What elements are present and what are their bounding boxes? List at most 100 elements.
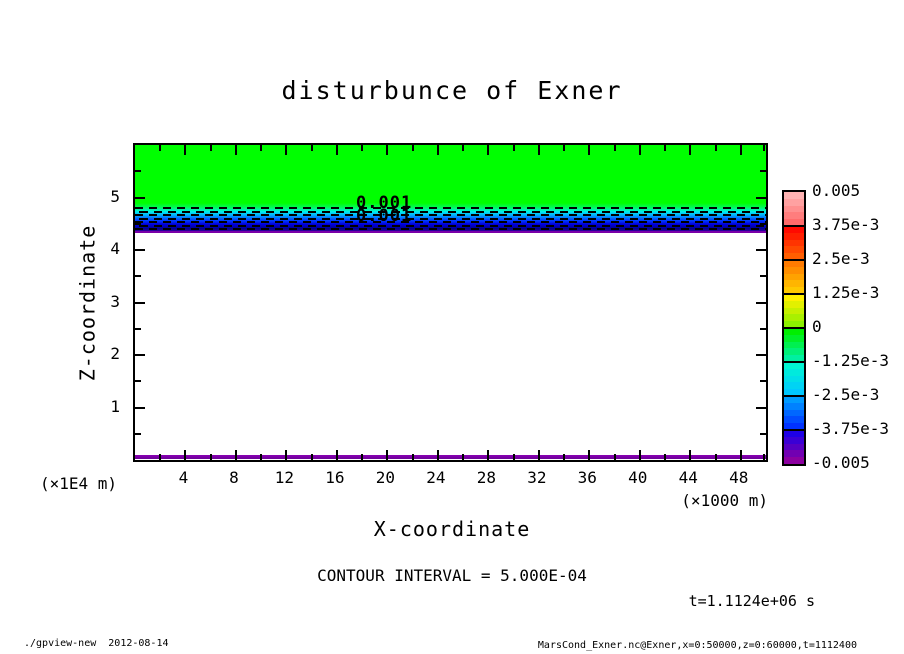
- tick-mark: [614, 454, 616, 460]
- x-tick-label: 8: [229, 468, 239, 487]
- plot-field: 0.001 0.001: [135, 145, 766, 460]
- colorbar-label: 2.5e-3: [812, 249, 870, 268]
- tick-mark: [715, 145, 717, 151]
- tick-mark: [664, 145, 666, 151]
- colorbar-substripe: [784, 232, 804, 240]
- tick-mark: [184, 450, 186, 460]
- colorbar-substripe: [784, 198, 804, 206]
- tick-mark: [563, 145, 565, 151]
- y-tick-label: 4: [110, 239, 120, 258]
- tick-mark: [538, 145, 540, 155]
- tick-mark: [715, 454, 717, 460]
- colorbar: [782, 190, 806, 466]
- tick-mark: [135, 302, 145, 304]
- colorbar-substripe: [784, 280, 804, 288]
- colorbar-substripe: [784, 375, 804, 383]
- y-tick-label: 1: [110, 396, 120, 416]
- colorbar-substripe: [784, 253, 804, 260]
- dashed-contour-line: [135, 210, 766, 213]
- tick-mark: [763, 145, 765, 151]
- tick-mark: [462, 145, 464, 151]
- tick-mark: [538, 450, 540, 460]
- colorbar-cell: [784, 396, 804, 430]
- x-tick-label: 16: [325, 468, 345, 487]
- tick-mark: [311, 454, 313, 460]
- tick-mark: [210, 145, 212, 151]
- tick-mark: [487, 145, 489, 155]
- colorbar-substripe: [784, 273, 804, 281]
- colorbar-substripe: [784, 321, 804, 328]
- colorbar-substripe: [784, 368, 804, 376]
- colorbar-substripe: [784, 430, 804, 437]
- colorbar-label: 0: [812, 317, 822, 336]
- colorbar-cell: [784, 328, 804, 362]
- tick-mark: [756, 407, 766, 409]
- tick-mark: [588, 450, 590, 460]
- colorbar-substripe: [784, 226, 804, 233]
- y-tick-label: 5: [110, 186, 120, 206]
- tick-mark: [756, 354, 766, 356]
- dashed-contour-line: [135, 217, 766, 220]
- tick-mark: [740, 450, 742, 460]
- x-tick-label: 24: [426, 468, 446, 487]
- dashed-contour-line: [135, 207, 766, 209]
- tick-mark: [159, 454, 161, 460]
- chart-title: disturbunce of Exner: [281, 76, 623, 105]
- tick-mark: [260, 145, 262, 151]
- tick-mark: [756, 249, 766, 251]
- field-purple-contour-line: [135, 231, 766, 233]
- tick-mark: [386, 450, 388, 460]
- colorbar-substripe: [784, 212, 804, 220]
- colorbar-substripe: [784, 314, 804, 322]
- tick-mark: [487, 450, 489, 460]
- tick-mark: [311, 145, 313, 151]
- colorbar-cell-border: [784, 259, 804, 261]
- colorbar-label: 3.75e-3: [812, 215, 880, 234]
- y-axis-unit: (×1E4 m): [40, 474, 118, 493]
- field-surface-purple-band: [135, 455, 766, 459]
- x-tick-label: 28: [476, 468, 496, 487]
- colorbar-substripe: [784, 294, 804, 301]
- colorbar-substripe: [784, 436, 804, 444]
- tick-mark: [760, 328, 766, 330]
- colorbar-label: 0.005: [812, 181, 861, 200]
- tick-mark: [386, 145, 388, 155]
- contour-label: 0.001: [356, 206, 413, 226]
- tick-mark: [210, 454, 212, 460]
- tick-mark: [285, 145, 287, 155]
- tick-mark: [639, 145, 641, 155]
- x-tick-label: 48: [729, 468, 749, 487]
- colorbar-cell-border: [784, 429, 804, 431]
- tick-mark: [513, 454, 515, 460]
- colorbar-substripe: [784, 355, 804, 362]
- y-tick-label: 2: [110, 344, 120, 363]
- colorbar-substripe: [784, 239, 804, 247]
- colorbar-substripe: [784, 450, 804, 458]
- tick-mark: [639, 450, 641, 460]
- x-tick-label: 4: [178, 468, 189, 487]
- colorbar-substripe: [784, 389, 804, 396]
- colorbar-substripe: [784, 362, 804, 369]
- tick-mark: [689, 145, 691, 155]
- colorbar-cell: [784, 362, 804, 396]
- tick-mark: [756, 302, 766, 304]
- colorbar-cell: [784, 192, 804, 226]
- dashed-contour-line: [135, 228, 766, 230]
- tick-mark: [135, 380, 141, 382]
- colorbar-label: -2.5e-3: [812, 385, 880, 404]
- colorbar-substripe: [784, 219, 804, 226]
- colorbar-label: -3.75e-3: [812, 419, 890, 438]
- tick-mark: [135, 354, 145, 356]
- tick-mark: [689, 450, 691, 460]
- footer-program-stamp: ./gpview-new 2012-08-14: [24, 638, 169, 649]
- colorbar-label: 1.25e-3: [812, 283, 880, 302]
- field-upper-green-region: [135, 145, 766, 203]
- tick-mark: [135, 223, 141, 225]
- contour-label: 0.001: [356, 193, 413, 213]
- tick-mark: [563, 454, 565, 460]
- tick-mark: [260, 454, 262, 460]
- tick-mark: [513, 145, 515, 151]
- colorbar-substripe: [784, 457, 804, 464]
- x-axis-unit: (×1000 m): [681, 491, 768, 510]
- x-axis-label: X-coordinate: [373, 517, 531, 541]
